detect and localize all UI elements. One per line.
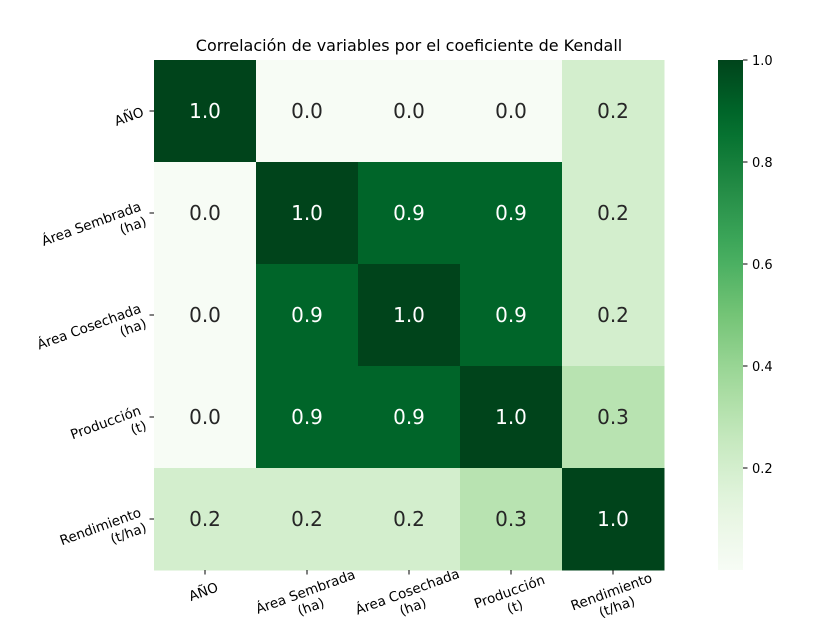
- heatmap-cell: [562, 468, 665, 571]
- heatmap-cell: [460, 366, 563, 469]
- cell-value-label: 0.0: [291, 99, 323, 123]
- cell-value-label: 0.2: [291, 507, 323, 531]
- heatmap-cell: [460, 162, 563, 265]
- heatmap-cell: [562, 60, 665, 163]
- heatmap-cell: [358, 366, 461, 469]
- heatmap-cell: [154, 366, 257, 469]
- cell-value-label: 0.0: [189, 303, 221, 327]
- heatmap-cell: [256, 264, 359, 367]
- x-axis: AÑO Área Sembrada(ha) Área Cosechada(ha) Pr…: [186, 565, 654, 621]
- heatmap-cell: [562, 162, 665, 265]
- heatmap-cell: [358, 162, 461, 265]
- cell-value-label: 0.0: [189, 201, 221, 225]
- chart-title: Correlación de variables por el coeficie…: [196, 36, 622, 55]
- cell-value-label: 1.0: [495, 405, 527, 429]
- heatmap-cell: [256, 60, 359, 163]
- cell-value-label: 0.2: [597, 201, 629, 225]
- heatmap-cell: [256, 468, 359, 571]
- cell-value-label: 0.9: [495, 201, 527, 225]
- colorbar: [718, 60, 743, 570]
- colorbar-axis: 0.2 0.4 0.6 0.8 1.0: [743, 54, 773, 477]
- y-tick-label: AÑO: [112, 103, 146, 129]
- cell-value-label: 1.0: [597, 507, 629, 531]
- heatmap-cell: [460, 264, 563, 367]
- colorbar-tick-label: 0.2: [752, 462, 773, 477]
- cell-value-label: 0.9: [393, 201, 425, 225]
- heatmap-cell: [256, 162, 359, 265]
- x-tick-label: (t): [505, 597, 525, 617]
- cell-value-label: 0.2: [597, 99, 629, 123]
- cell-value-label: 0.9: [291, 303, 323, 327]
- heatmap-cell: [358, 264, 461, 367]
- cell-value-label: 0.2: [189, 507, 221, 531]
- heatmap-cell: [358, 60, 461, 163]
- cell-value-label: 0.2: [597, 303, 629, 327]
- x-tick-label: AÑO: [186, 579, 220, 605]
- cell-value-label: 1.0: [189, 99, 221, 123]
- cell-value-label: 0.3: [597, 405, 629, 429]
- heatmap-cell: [460, 468, 563, 571]
- heatmap-cell: [460, 60, 563, 163]
- cell-value-label: 0.9: [291, 405, 323, 429]
- heatmap-cell: [256, 366, 359, 469]
- heatmap-cell: [358, 468, 461, 571]
- heatmap-cell: [154, 162, 257, 265]
- heatmap-cell: [562, 264, 665, 367]
- colorbar-tick-label: 0.4: [752, 360, 773, 375]
- cell-value-label: 0.0: [495, 99, 527, 123]
- heatmap-cells: 1.0 0.0 0.0 0.0 0.2 0.0 1.0 0.9 0.9 0.2 0.0 0.9 1.0 0…: [154, 60, 665, 571]
- heatmap-cell: [562, 366, 665, 469]
- heatmap-cell: [154, 264, 257, 367]
- heatmap-cell: [154, 468, 257, 571]
- cell-value-label: 0.9: [495, 303, 527, 327]
- cell-value-label: 0.2: [393, 507, 425, 531]
- cell-value-label: 0.3: [495, 507, 527, 531]
- cell-value-label: 1.0: [393, 303, 425, 327]
- colorbar-tick-label: 1.0: [752, 54, 773, 69]
- colorbar-tick-label: 0.6: [752, 258, 773, 273]
- cell-value-label: 0.0: [393, 99, 425, 123]
- y-tick-label: (t): [128, 418, 148, 438]
- cell-value-label: 0.9: [393, 405, 425, 429]
- colorbar-tick-label: 0.8: [752, 156, 773, 171]
- cell-value-label: 1.0: [291, 201, 323, 225]
- heatmap-cell: [154, 60, 257, 163]
- cell-value-label: 0.0: [189, 405, 221, 429]
